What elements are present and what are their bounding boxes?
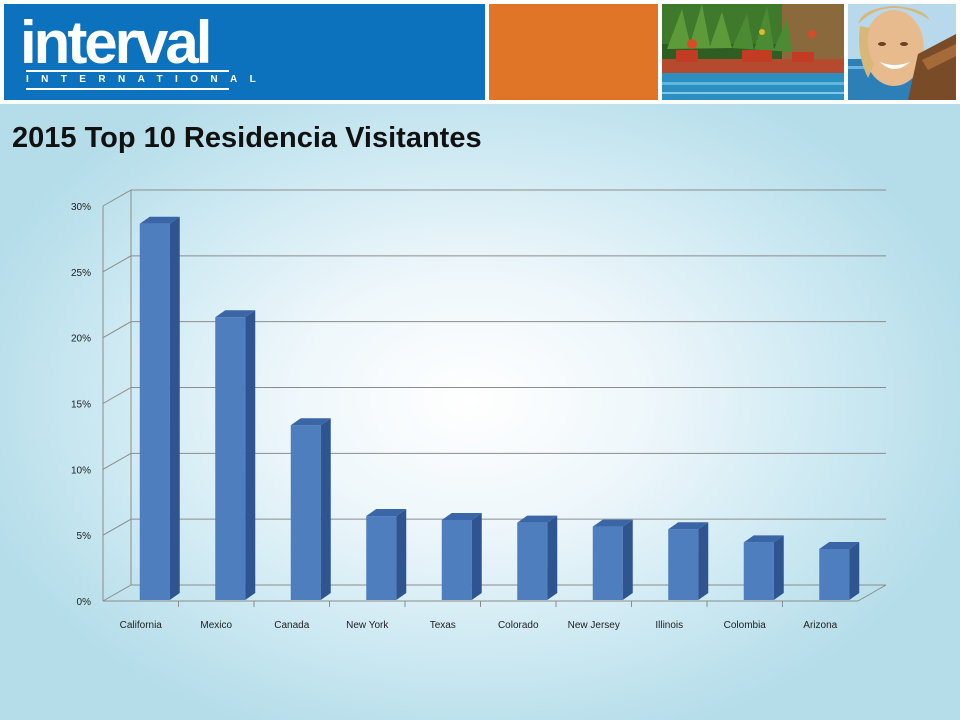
x-tick-label: New Jersey bbox=[568, 620, 620, 631]
bar-front bbox=[139, 223, 170, 600]
bar-top bbox=[139, 216, 180, 224]
bar-california bbox=[139, 216, 180, 600]
x-tick-label: Colorado bbox=[498, 620, 539, 631]
bar-illinois bbox=[668, 522, 709, 600]
bar-front bbox=[366, 516, 397, 600]
logo-subtitle: INTERNATIONAL bbox=[26, 74, 269, 85]
page-title: 2015 Top 10 Residencia Visitantes bbox=[12, 122, 482, 154]
orange-color-panel bbox=[489, 4, 658, 100]
gridline-side bbox=[102, 255, 132, 273]
bar-front bbox=[290, 425, 321, 600]
bar-colorado bbox=[517, 515, 558, 600]
logo-rule-bottom bbox=[26, 88, 229, 90]
logo-rule-top bbox=[26, 70, 229, 72]
bar-side bbox=[622, 519, 633, 600]
y-tick-label: 25% bbox=[71, 268, 91, 279]
x-tick-label: Illinois bbox=[655, 620, 683, 631]
bar-side bbox=[320, 418, 331, 600]
gridline-side bbox=[102, 518, 132, 536]
bar-top bbox=[743, 535, 784, 543]
bar-side bbox=[396, 509, 407, 600]
interval-international-logo[interactable]: interval INTERNATIONAL bbox=[4, 4, 485, 100]
y-tick-label: 15% bbox=[71, 400, 91, 411]
gridline-side bbox=[102, 452, 132, 470]
bar-top bbox=[441, 513, 482, 520]
bar-side bbox=[849, 541, 860, 600]
bar-front bbox=[743, 542, 774, 600]
bar-front bbox=[592, 526, 623, 600]
resort-pool-photo bbox=[662, 4, 844, 100]
y-tick-label: 30% bbox=[71, 202, 91, 213]
y-tick-label: 20% bbox=[71, 334, 91, 345]
bar-front bbox=[668, 529, 699, 600]
bar-front bbox=[819, 548, 850, 600]
x-tick-label: Texas bbox=[430, 620, 456, 631]
bar-side bbox=[471, 513, 482, 600]
bar-top bbox=[517, 515, 558, 523]
bar-side bbox=[547, 515, 558, 600]
bar-texas bbox=[441, 513, 482, 600]
bar-top bbox=[668, 522, 709, 530]
bar-side bbox=[245, 310, 256, 600]
gridline-side bbox=[102, 189, 132, 207]
bar-front bbox=[517, 522, 548, 600]
logo-wordmark: interval bbox=[20, 9, 212, 76]
bar-arizona bbox=[819, 541, 860, 600]
x-tick-label: Arizona bbox=[803, 620, 837, 631]
x-tick-label: Canada bbox=[274, 620, 309, 631]
y-tick-label: 5% bbox=[77, 531, 92, 542]
gridline-side bbox=[102, 584, 132, 602]
bar-front bbox=[215, 317, 246, 600]
bar-top bbox=[290, 418, 331, 426]
y-tick-label: 0% bbox=[77, 597, 92, 608]
bar-new-york bbox=[366, 509, 407, 600]
floor-edge bbox=[857, 584, 887, 602]
bar-top bbox=[819, 541, 860, 549]
gridline-side bbox=[102, 321, 132, 339]
bar-canada bbox=[290, 418, 331, 600]
gridline-side bbox=[102, 387, 132, 404]
bar-chart: California Mexico Canada New York Texas Color… bbox=[71, 189, 887, 631]
smiling-woman-photo bbox=[848, 4, 956, 100]
x-tick-label: Mexico bbox=[200, 620, 232, 631]
bar-side bbox=[169, 216, 180, 600]
bar-side bbox=[773, 535, 784, 600]
x-tick-label: Colombia bbox=[724, 620, 767, 631]
bar-colombia bbox=[743, 535, 784, 600]
bar-top bbox=[592, 519, 633, 527]
x-tick-label: New York bbox=[346, 620, 389, 631]
bar-front bbox=[441, 520, 472, 600]
bar-top bbox=[366, 509, 407, 517]
bar-side bbox=[698, 522, 709, 600]
header-banner: interval INTERNATIONAL bbox=[0, 0, 960, 104]
bar-top bbox=[215, 310, 256, 318]
y-tick-label: 10% bbox=[71, 465, 91, 476]
x-tick-label: California bbox=[120, 620, 163, 631]
bar-new-jersey bbox=[592, 519, 633, 600]
bar-mexico bbox=[215, 310, 256, 600]
